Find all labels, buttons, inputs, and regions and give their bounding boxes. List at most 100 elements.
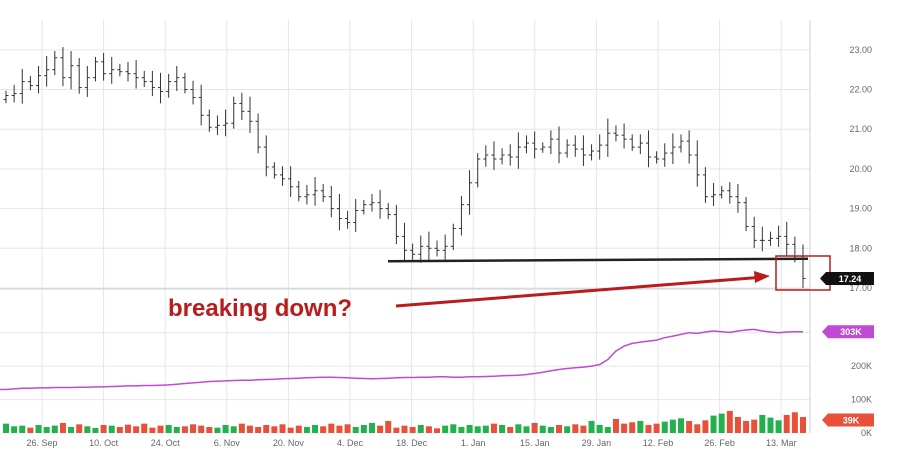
volume-bar	[694, 424, 701, 433]
volume-bar	[230, 426, 237, 433]
volume-bar	[702, 420, 709, 433]
annotation-arrow-head	[754, 271, 770, 283]
support-line	[387, 257, 809, 263]
volume-bar	[450, 424, 457, 433]
volume-bar	[531, 422, 538, 433]
volume-bar	[198, 425, 205, 433]
volume-bar	[68, 426, 75, 433]
volume-bar	[92, 427, 99, 433]
volume-bar	[621, 423, 628, 433]
volume-bars	[3, 410, 806, 433]
volume-bar	[596, 424, 603, 433]
volume-bar	[393, 427, 400, 433]
y-tick-label: 19.00	[849, 204, 872, 214]
volume-badge-bg	[822, 325, 874, 339]
volume-bar	[775, 420, 782, 433]
volume-bar	[35, 424, 42, 433]
volume-bar	[767, 417, 774, 433]
volume-bar	[238, 423, 245, 433]
y-tick-label: 22.00	[849, 85, 872, 95]
y-tick-label: 17.00	[849, 283, 872, 293]
volume-bar	[59, 422, 66, 433]
volume-bar	[76, 424, 83, 433]
volume-bar	[604, 426, 611, 433]
x-tick-label: 26. Feb	[704, 438, 735, 448]
volume-bar	[718, 413, 725, 433]
volume-bar	[100, 424, 107, 433]
volume-badges: 303K 39K	[822, 325, 874, 427]
volume-bar	[629, 422, 636, 433]
volume-bar	[466, 424, 473, 433]
volume-bar	[612, 418, 619, 433]
volume-badge-bg	[822, 413, 874, 427]
x-tick-label: 10. Oct	[89, 438, 119, 448]
x-tick-label: 6. Nov	[214, 438, 241, 448]
volume-bar	[515, 424, 522, 433]
volume-bar	[547, 426, 554, 433]
volume-bar	[482, 425, 489, 433]
volume-bar	[678, 418, 685, 433]
y-tick-label: 20.00	[849, 164, 872, 174]
volume-bar	[588, 420, 595, 433]
x-tick-label: 18. Dec	[396, 438, 428, 448]
annotation-text: breaking down?	[168, 295, 352, 322]
x-tick-label: 24. Oct	[151, 438, 181, 448]
volume-bar	[417, 424, 424, 433]
volume-bar	[124, 424, 131, 433]
volume-bar	[190, 424, 197, 433]
volume-bar	[27, 427, 34, 433]
volume-bar	[686, 420, 693, 433]
volume-bar	[84, 426, 91, 433]
x-tick-label: 13. Mar	[766, 438, 797, 448]
volume-tick-label: 0K	[861, 428, 872, 438]
volume-bar	[474, 426, 481, 433]
volume-bar	[572, 424, 579, 433]
volume-bar	[360, 424, 367, 433]
volume-bar	[255, 426, 262, 433]
volume-bar	[734, 416, 741, 433]
volume-bar	[108, 425, 115, 433]
y-tick-label: 18.00	[849, 243, 872, 253]
y-axis-labels: 23.00 22.00 21.00 20.00 19.00 18.00 17.00	[849, 45, 872, 293]
volume-bar	[263, 424, 270, 433]
volume-axis-labels: 200K 100K 0K	[851, 361, 872, 438]
volume-bar	[352, 426, 359, 433]
y-tick-label: 23.00	[849, 45, 872, 55]
volume-bar	[507, 426, 514, 433]
volume-bar	[425, 426, 432, 433]
volume-bar	[759, 414, 766, 433]
volume-average-line	[0, 328, 803, 391]
volume-bar	[336, 425, 343, 433]
volume-bar	[320, 426, 327, 433]
x-tick-label: 26. Sep	[26, 438, 57, 448]
volume-bar	[173, 426, 180, 433]
volume-bar	[653, 423, 660, 433]
last-price-badge-bg	[820, 271, 874, 285]
volume-bar	[214, 427, 221, 433]
volume-bar	[800, 416, 806, 433]
x-tick-label: 1. Jan	[461, 438, 486, 448]
last-price-badge: 17.24	[820, 271, 874, 285]
volume-bar	[564, 426, 571, 433]
volume-bar	[783, 414, 790, 433]
volume-tick-label: 100K	[851, 395, 872, 405]
volume-bar	[295, 425, 302, 433]
volume-bar	[539, 425, 546, 433]
x-tick-label: 15. Jan	[520, 438, 550, 448]
last-price-label: 17.24	[839, 274, 862, 284]
volume-bar	[556, 424, 563, 433]
chart-grid	[0, 20, 811, 433]
volume-bar	[580, 425, 587, 433]
volume-bar	[133, 426, 140, 433]
annotation-arrow	[395, 275, 765, 308]
volume-bar	[791, 412, 798, 433]
volume-badge-label: 303K	[840, 327, 862, 337]
volume-badge-label: 39K	[843, 415, 860, 425]
volume-bar	[3, 423, 9, 433]
price-bars	[3, 47, 806, 288]
volume-bar	[409, 426, 416, 433]
volume-bar	[165, 424, 172, 433]
x-axis-labels: 26. Sep 10. Oct 24. Oct 6. Nov 20. Nov 4. Dec…	[26, 438, 796, 448]
volume-bar	[246, 425, 253, 433]
